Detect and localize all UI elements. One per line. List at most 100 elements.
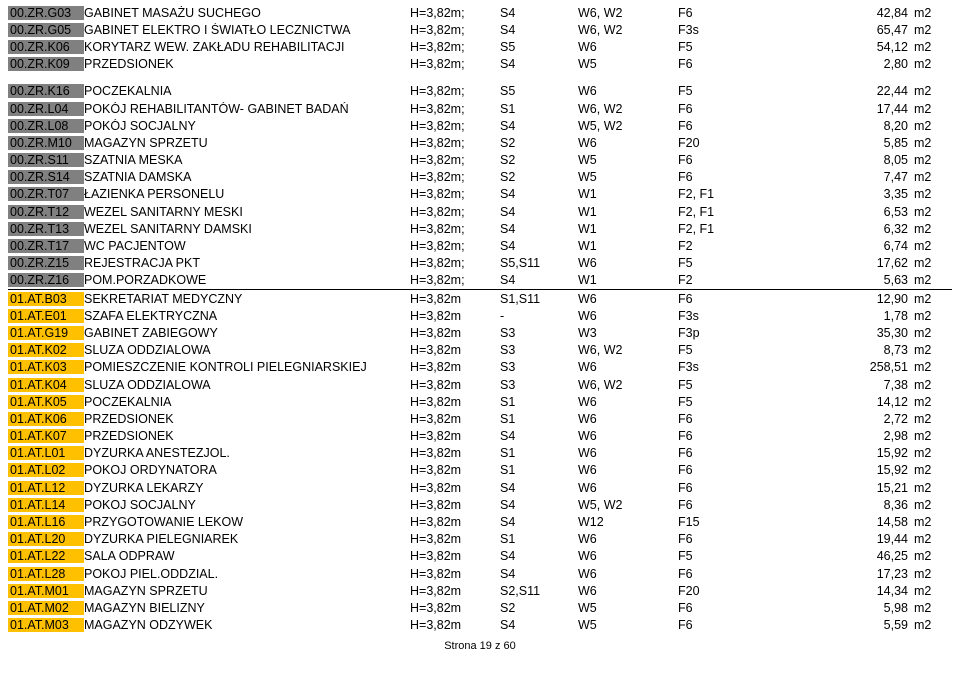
name-cell: MAGAZYN BIELIZNY [84, 601, 410, 615]
area-cell: 7,38 [808, 378, 914, 392]
unit-cell: m2 [914, 584, 950, 598]
area-cell: 2,98 [808, 429, 914, 443]
f-cell: F6 [678, 498, 808, 512]
area-cell: 14,12 [808, 395, 914, 409]
code-cell: 01.AT.K06 [8, 412, 84, 426]
unit-cell: m2 [914, 481, 950, 495]
area-cell: 1,78 [808, 309, 914, 323]
code-cell: 00.ZR.M10 [8, 136, 84, 150]
table-row: 01.AT.L14POKOJ SOCJALNYH=3,82mS4W5, W2F6… [8, 496, 952, 513]
s-cell: S2 [500, 170, 578, 184]
area-cell: 6,32 [808, 222, 914, 236]
unit-cell: m2 [914, 23, 950, 37]
table-row: 00.ZR.K16POCZEKALNIAH=3,82m;S5W6F522,44m… [8, 83, 952, 100]
height-cell: H=3,82m [410, 429, 500, 443]
table-row: 01.AT.M03MAGAZYN ODZYWEKH=3,82mS4W5F65,5… [8, 617, 952, 634]
w-cell: W6 [578, 256, 678, 270]
name-cell: POMIESZCZENIE KONTROLI PIELEGNIARSKIEJ [84, 360, 410, 374]
f-cell: F5 [678, 84, 808, 98]
name-cell: WEZEL SANITARNY MESKI [84, 205, 410, 219]
table-row: 01.AT.M02MAGAZYN BIELIZNYH=3,82mS2W5F65,… [8, 599, 952, 616]
height-cell: H=3,82m [410, 463, 500, 477]
s-cell: S1 [500, 463, 578, 477]
area-cell: 2,72 [808, 412, 914, 426]
area-cell: 35,30 [808, 326, 914, 340]
code-cell: 01.AT.M02 [8, 601, 84, 615]
unit-cell: m2 [914, 601, 950, 615]
name-cell: SZAFA ELEKTRYCZNA [84, 309, 410, 323]
area-cell: 15,21 [808, 481, 914, 495]
area-cell: 17,44 [808, 102, 914, 116]
f-cell: F2, F1 [678, 187, 808, 201]
table-row: 00.ZR.T07ŁAZIENKA PERSONELUH=3,82m;S4W1F… [8, 186, 952, 203]
table-row: 01.AT.K04SLUZA ODDZIALOWAH=3,82mS3W6, W2… [8, 376, 952, 393]
name-cell: POCZEKALNIA [84, 395, 410, 409]
w-cell: W6, W2 [578, 378, 678, 392]
unit-cell: m2 [914, 360, 950, 374]
w-cell: W6 [578, 463, 678, 477]
s-cell: S5 [500, 40, 578, 54]
area-cell: 5,59 [808, 618, 914, 632]
height-cell: H=3,82m; [410, 222, 500, 236]
code-cell: 00.ZR.T17 [8, 239, 84, 253]
f-cell: F5 [678, 343, 808, 357]
unit-cell: m2 [914, 84, 950, 98]
w-cell: W5 [578, 601, 678, 615]
area-cell: 5,63 [808, 273, 914, 287]
code-cell: 00.ZR.L04 [8, 102, 84, 116]
f-cell: F6 [678, 481, 808, 495]
unit-cell: m2 [914, 273, 950, 287]
unit-cell: m2 [914, 102, 950, 116]
area-cell: 5,98 [808, 601, 914, 615]
w-cell: W6 [578, 309, 678, 323]
area-cell: 5,85 [808, 136, 914, 150]
w-cell: W6 [578, 584, 678, 598]
page-footer: Strona 19 z 60 [0, 640, 960, 652]
table-row: 01.AT.K02SLUZA ODDZIALOWAH=3,82mS3W6, W2… [8, 342, 952, 359]
name-cell: MAGAZYN SPRZETU [84, 584, 410, 598]
s-cell: S3 [500, 326, 578, 340]
table-row: 01.AT.L01DYZURKA ANESTEZJOL.H=3,82mS1W6F… [8, 445, 952, 462]
code-cell: 01.AT.L20 [8, 532, 84, 546]
unit-cell: m2 [914, 187, 950, 201]
w-cell: W6 [578, 360, 678, 374]
f-cell: F5 [678, 395, 808, 409]
code-cell: 00.ZR.T07 [8, 187, 84, 201]
height-cell: H=3,82m [410, 446, 500, 460]
f-cell: F6 [678, 567, 808, 581]
name-cell: PRZEDSIONEK [84, 57, 410, 71]
unit-cell: m2 [914, 429, 950, 443]
code-cell: 01.AT.L01 [8, 446, 84, 460]
table-row: 00.ZR.Z15REJESTRACJA PKTH=3,82m;S5,S11W6… [8, 255, 952, 272]
w-cell: W6, W2 [578, 343, 678, 357]
unit-cell: m2 [914, 463, 950, 477]
unit-cell: m2 [914, 532, 950, 546]
f-cell: F5 [678, 549, 808, 563]
s-cell: S2 [500, 601, 578, 615]
area-cell: 14,34 [808, 584, 914, 598]
code-cell: 01.AT.E01 [8, 309, 84, 323]
unit-cell: m2 [914, 205, 950, 219]
f-cell: F6 [678, 102, 808, 116]
f-cell: F3p [678, 326, 808, 340]
unit-cell: m2 [914, 515, 950, 529]
table-row: 00.ZR.T13WEZEL SANITARNY DAMSKIH=3,82m;S… [8, 220, 952, 237]
s-cell: S5 [500, 84, 578, 98]
f-cell: F6 [678, 618, 808, 632]
s-cell: S4 [500, 515, 578, 529]
w-cell: W3 [578, 326, 678, 340]
table-row: 00.ZR.G05GABINET ELEKTRO I ŚWIATŁO LECZN… [8, 21, 952, 38]
s-cell: S4 [500, 567, 578, 581]
code-cell: 00.ZR.K06 [8, 40, 84, 54]
s-cell: S3 [500, 360, 578, 374]
f-cell: F6 [678, 412, 808, 426]
code-cell: 00.ZR.K09 [8, 57, 84, 71]
f-cell: F20 [678, 584, 808, 598]
table-row: 01.AT.L16PRZYGOTOWANIE LEKOWH=3,82mS4W12… [8, 513, 952, 530]
area-cell: 17,62 [808, 256, 914, 270]
name-cell: GABINET ZABIEGOWY [84, 326, 410, 340]
w-cell: W6 [578, 395, 678, 409]
unit-cell: m2 [914, 170, 950, 184]
code-cell: 00.ZR.Z15 [8, 256, 84, 270]
name-cell: POKOJ ORDYNATORA [84, 463, 410, 477]
